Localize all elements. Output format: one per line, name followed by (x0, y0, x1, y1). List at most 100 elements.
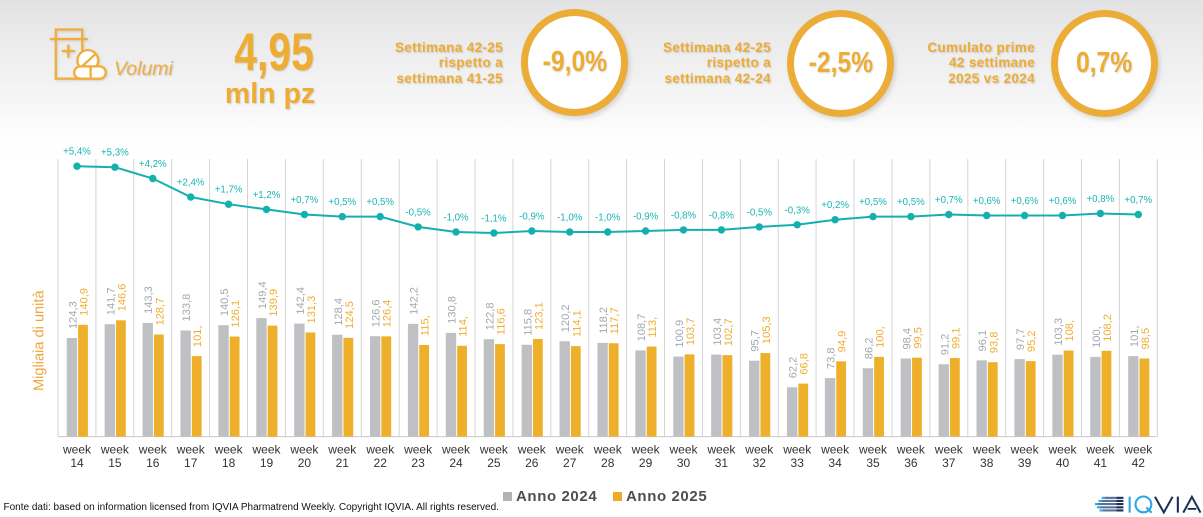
svg-text:141,7: 141,7 (105, 287, 117, 315)
svg-text:40: 40 (1056, 456, 1070, 470)
svg-text:94,9: 94,9 (837, 331, 849, 353)
svg-text:31: 31 (715, 456, 729, 470)
svg-text:113,: 113, (647, 317, 659, 338)
svg-text:week: week (251, 443, 281, 457)
svg-text:126,4: 126,4 (382, 300, 394, 328)
svg-text:week: week (517, 443, 547, 457)
svg-text:128,4: 128,4 (333, 298, 345, 326)
svg-text:139,9: 139,9 (268, 289, 280, 317)
svg-text:95,7: 95,7 (750, 330, 762, 352)
svg-text:98,5: 98,5 (1140, 328, 1152, 350)
svg-text:25: 25 (487, 456, 501, 470)
svg-text:+0,8%: +0,8% (1087, 194, 1115, 205)
svg-text:+0,7%: +0,7% (291, 195, 319, 206)
svg-text:week: week (820, 443, 850, 457)
svg-text:+5,3%: +5,3% (101, 148, 129, 159)
svg-text:96,1: 96,1 (977, 330, 989, 352)
svg-text:30: 30 (677, 456, 691, 470)
svg-text:week: week (896, 443, 926, 457)
svg-text:week: week (1123, 443, 1153, 457)
svg-text:99,1: 99,1 (950, 327, 962, 349)
svg-text:16: 16 (146, 456, 160, 470)
svg-text:108,2: 108,2 (1102, 314, 1114, 342)
svg-text:week: week (972, 443, 1002, 457)
svg-text:122,8: 122,8 (484, 302, 496, 330)
svg-text:126,6: 126,6 (371, 299, 383, 327)
svg-text:+0,6%: +0,6% (1049, 196, 1077, 207)
svg-text:114,1: 114,1 (571, 310, 583, 337)
svg-text:124,3: 124,3 (67, 301, 79, 329)
svg-text:142,2: 142,2 (409, 287, 421, 315)
svg-text:week: week (555, 443, 585, 457)
svg-text:123,1: 123,1 (533, 302, 545, 330)
svg-text:+0,7%: +0,7% (1124, 195, 1152, 206)
svg-text:66,8: 66,8 (799, 353, 811, 375)
svg-text:128,7: 128,7 (154, 298, 166, 326)
svg-text:-1,0%: -1,0% (595, 213, 621, 224)
svg-text:week: week (744, 443, 774, 457)
svg-text:42: 42 (1132, 456, 1146, 470)
svg-text:99,5: 99,5 (912, 327, 924, 349)
svg-text:100,9: 100,9 (674, 320, 686, 348)
svg-text:26: 26 (525, 456, 539, 470)
svg-text:week: week (214, 443, 244, 457)
svg-text:week: week (631, 443, 661, 457)
svg-text:+1,7%: +1,7% (215, 185, 243, 196)
svg-text:142,4: 142,4 (295, 287, 307, 315)
svg-text:week: week (403, 443, 433, 457)
svg-text:18: 18 (222, 456, 236, 470)
svg-text:133,8: 133,8 (181, 294, 193, 322)
svg-text:-0,9%: -0,9% (519, 212, 545, 223)
svg-text:+2,4%: +2,4% (177, 178, 205, 189)
svg-text:114,: 114, (458, 316, 470, 337)
svg-text:+0,5%: +0,5% (859, 197, 887, 208)
svg-text:+1,2%: +1,2% (253, 190, 281, 201)
svg-text:101,: 101, (1129, 325, 1141, 347)
svg-text:+0,6%: +0,6% (1011, 196, 1039, 207)
svg-text:week: week (1010, 443, 1040, 457)
svg-text:98,4: 98,4 (901, 328, 913, 350)
svg-text:+5,4%: +5,4% (63, 147, 91, 158)
svg-text:103,7: 103,7 (685, 318, 697, 346)
svg-text:+4,2%: +4,2% (139, 159, 167, 170)
svg-text:week: week (479, 443, 509, 457)
svg-text:33: 33 (791, 456, 805, 470)
svg-text:32: 32 (753, 456, 767, 470)
svg-text:115,8: 115,8 (522, 309, 534, 336)
svg-text:20: 20 (298, 456, 312, 470)
svg-text:week: week (62, 443, 92, 457)
svg-text:41: 41 (1094, 456, 1108, 470)
svg-text:-0,3%: -0,3% (785, 205, 811, 216)
svg-text:24: 24 (449, 456, 463, 470)
svg-text:103,4: 103,4 (712, 318, 724, 346)
svg-text:week: week (858, 443, 888, 457)
svg-text:17: 17 (184, 456, 198, 470)
svg-text:100,: 100, (875, 326, 887, 348)
svg-text:100,: 100, (1091, 326, 1103, 348)
svg-text:103,3: 103,3 (1053, 318, 1065, 346)
svg-text:14: 14 (70, 456, 84, 470)
svg-text:35: 35 (866, 456, 880, 470)
svg-text:+0,2%: +0,2% (821, 200, 849, 211)
svg-text:week: week (668, 443, 698, 457)
svg-text:130,8: 130,8 (446, 296, 458, 324)
svg-text:week: week (100, 443, 130, 457)
svg-text:-0,5%: -0,5% (405, 207, 431, 218)
svg-text:-1,0%: -1,0% (557, 213, 583, 224)
svg-text:105,3: 105,3 (761, 316, 773, 344)
svg-text:140,5: 140,5 (219, 288, 231, 316)
svg-text:week: week (327, 443, 357, 457)
svg-text:73,8: 73,8 (826, 347, 838, 369)
svg-text:143,3: 143,3 (143, 286, 155, 314)
svg-text:week: week (593, 443, 623, 457)
svg-text:62,2: 62,2 (788, 357, 800, 379)
svg-text:140,9: 140,9 (79, 288, 91, 316)
svg-text:+0,6%: +0,6% (973, 196, 1001, 207)
svg-text:124,5: 124,5 (344, 301, 356, 329)
svg-text:108,: 108, (1064, 320, 1076, 342)
svg-text:Migliaia di unità: Migliaia di unità (32, 290, 48, 391)
svg-text:-0,8%: -0,8% (709, 210, 735, 221)
svg-text:101,: 101, (192, 325, 204, 347)
svg-text:week: week (934, 443, 964, 457)
svg-text:95,2: 95,2 (1026, 330, 1038, 352)
